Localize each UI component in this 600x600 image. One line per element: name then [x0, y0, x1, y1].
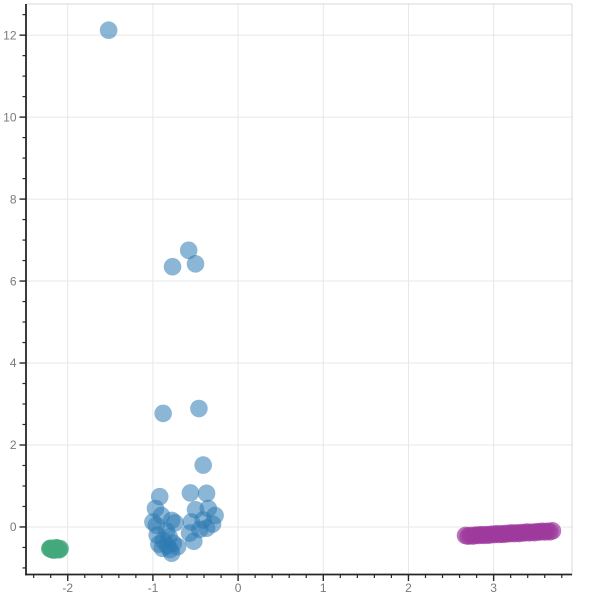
data-point-blue-cluster [166, 514, 184, 532]
y-tick-label: 8 [10, 192, 17, 206]
data-point-blue-cluster [194, 456, 212, 474]
y-tick-label: 4 [10, 356, 17, 370]
data-point-blue-cluster [197, 484, 216, 503]
data-point-blue-cluster [185, 532, 203, 551]
x-tick-label: 1 [320, 581, 327, 595]
y-tick-label: 0 [10, 520, 17, 534]
y-tick-label: 10 [3, 110, 17, 124]
data-point-purple-cluster [543, 522, 562, 540]
y-tick-label: 6 [10, 274, 17, 288]
data-point-blue-cluster [179, 241, 198, 260]
data-point-blue-cluster [163, 257, 182, 276]
x-tick-label: -2 [62, 581, 73, 595]
x-tick-label: 2 [405, 581, 412, 595]
data-point-green-cluster [41, 539, 60, 558]
data-point-blue-cluster [181, 484, 200, 502]
x-tick-label: -1 [148, 581, 159, 595]
x-tick-label: 0 [235, 581, 242, 595]
data-point-blue-cluster [154, 404, 172, 423]
y-tick-label: 12 [3, 28, 17, 42]
x-tick-label: 3 [490, 581, 497, 595]
data-point-blue-cluster [197, 519, 216, 537]
y-tick-label: 2 [10, 438, 17, 452]
data-point-blue-cluster [190, 399, 208, 418]
data-point-blue-cluster [186, 255, 205, 273]
data-point-blue-cluster [162, 544, 181, 562]
data-point-blue-cluster [99, 21, 118, 40]
